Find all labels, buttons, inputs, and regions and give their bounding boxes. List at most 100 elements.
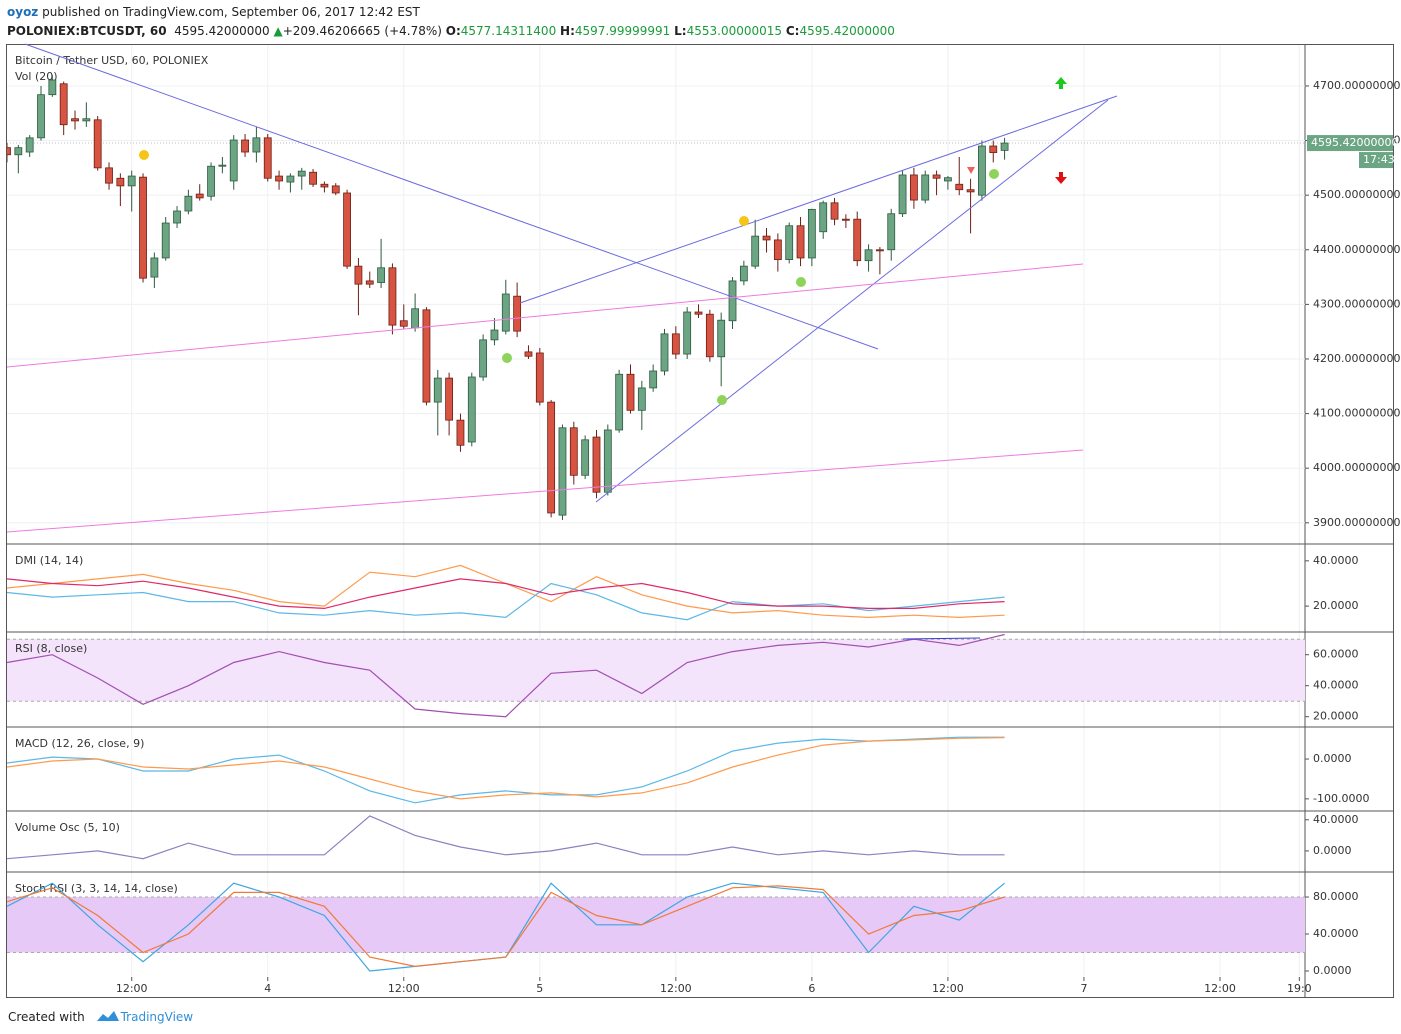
candle-body: [411, 308, 420, 329]
signal-dot: [796, 277, 806, 287]
signal-dot: [502, 353, 512, 363]
candle-body: [944, 177, 952, 182]
candle-body: [796, 225, 805, 259]
ohlc-key: L:: [674, 24, 687, 38]
candle-body: [14, 147, 23, 156]
candle-body: [501, 293, 510, 332]
candle-body: [263, 137, 272, 179]
candle-body: [218, 164, 227, 167]
published: published on TradingView.com, September …: [42, 5, 420, 19]
y-tick-label: 40.0000: [1313, 813, 1359, 826]
candle-body: [671, 333, 680, 355]
y-tick-label: 4400.00000000: [1313, 243, 1400, 256]
signal-dot: [139, 150, 149, 160]
y-tick-label: 0.0000: [1313, 752, 1352, 765]
y-tick-label: 4100.00000000: [1313, 407, 1400, 420]
x-tick-label: 12:00: [660, 982, 692, 995]
candle-body: [921, 174, 930, 201]
candle-body: [524, 351, 533, 357]
candle-body: [331, 185, 340, 194]
trend-line: [6, 449, 1084, 533]
candle-body: [467, 376, 476, 443]
ohlc-key: H:: [560, 24, 575, 38]
y-tick-label: 40.0000: [1313, 927, 1359, 940]
candle-body: [286, 175, 295, 183]
candle-body: [683, 311, 692, 355]
trend-line: [24, 43, 879, 350]
candle-body: [343, 192, 351, 267]
panel-title: MACD (12, 26, close, 9): [15, 737, 144, 750]
x-tick-label: 12:00: [388, 982, 420, 995]
y-tick-label: 4300.00000000: [1313, 297, 1400, 310]
signal-dot: [989, 169, 999, 179]
y-tick-label: 3900.00000000: [1313, 516, 1400, 529]
ohlc-value: 4597.99999991: [574, 24, 671, 38]
trend-line: [902, 637, 981, 640]
indicator-line: [7, 582, 1005, 621]
panel-title: Stoch RSI (3, 3, 14, 14, close): [15, 882, 178, 895]
y-tick-label: 0.0000: [1313, 844, 1352, 857]
x-tick-label: 5: [536, 982, 543, 995]
x-tick-label: 7: [1080, 982, 1087, 995]
candle-body: [71, 118, 79, 122]
panel-title: Bitcoin / Tether USD, 60, POLONIEX: [15, 54, 209, 67]
candle-body: [887, 213, 896, 251]
x-tick-label: 12:00: [116, 982, 148, 995]
candle-body: [150, 257, 159, 278]
up-arrow: [1055, 77, 1067, 89]
indicator-line: [7, 633, 1005, 718]
author[interactable]: oyoz: [7, 5, 39, 19]
candle-body: [207, 165, 215, 197]
price: 4595.42000000: [174, 24, 270, 38]
candle-body: [309, 171, 317, 185]
candle-body: [422, 309, 431, 403]
candle-body: [365, 280, 374, 285]
y-tick-label: 20.0000: [1313, 599, 1359, 612]
y-tick-label: 4200.00000000: [1313, 352, 1400, 365]
plot-area: [7, 75, 1009, 972]
candle-body: [955, 183, 964, 191]
candle-body: [762, 235, 771, 241]
ohlc-value: 4595.42000000: [799, 24, 895, 38]
candle-body: [773, 239, 782, 260]
indicator-line: [7, 736, 1005, 804]
candle-body: [37, 94, 45, 139]
candle-body: [739, 265, 748, 282]
candle-body: [841, 218, 850, 221]
y-tick-label: 40.0000: [1313, 554, 1359, 567]
candle-body: [195, 193, 204, 199]
ohlc-value: 4553.00000015: [686, 24, 783, 38]
trend-line: [519, 95, 1118, 304]
candle-body: [116, 177, 125, 187]
header-line-2: POLONIEX:BTCUSDT, 60 4595.42000000 ▲+209…: [7, 22, 895, 41]
candle-body: [807, 208, 816, 259]
candle-body: [932, 174, 941, 179]
indicator-line: [7, 815, 1005, 860]
candle-body: [93, 119, 102, 169]
brand[interactable]: TradingView: [120, 1010, 194, 1024]
candle-body: [785, 225, 794, 260]
candle-body: [569, 427, 578, 476]
candle-body: [898, 174, 907, 215]
signal-dot: [739, 216, 749, 226]
candle-body: [297, 170, 306, 177]
candle-body: [875, 249, 884, 252]
candle-body: [48, 79, 57, 96]
candle-body: [751, 235, 760, 267]
candle-body: [1000, 142, 1009, 151]
candle-body: [853, 218, 862, 262]
y-tick-label: 40.0000: [1313, 679, 1359, 692]
down-arrow: [1055, 172, 1067, 184]
panel-title: RSI (8, close): [15, 642, 87, 655]
candle-body: [320, 183, 329, 188]
signal-dot: [717, 395, 727, 405]
indicator-line: [7, 564, 1005, 619]
y-tick-label: 4500.00000000: [1313, 188, 1400, 201]
candle-body: [161, 222, 170, 259]
candle-body: [535, 352, 544, 403]
countdown-box: [1359, 152, 1393, 169]
y-tick-label: 80.0000: [1313, 890, 1359, 903]
countdown: 17:43: [1363, 153, 1395, 166]
arrow: ▲: [273, 24, 283, 38]
